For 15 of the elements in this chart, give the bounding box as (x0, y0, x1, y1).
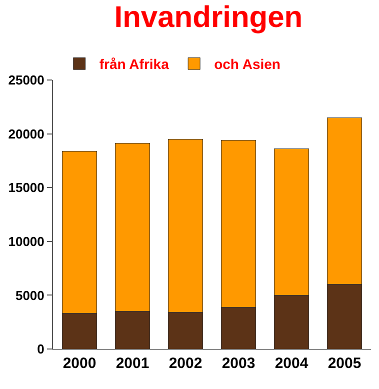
x-tick-label: 2001 (116, 355, 150, 372)
legend-label: från Afrika (99, 56, 170, 72)
x-tick-label: 2005 (328, 355, 362, 372)
x-tick-label: 2003 (222, 355, 256, 372)
x-tick-label: 2000 (62, 355, 96, 372)
y-tick-label: 5000 (15, 288, 44, 303)
chart-title: Invandringen (114, 0, 303, 34)
y-tick-label: 20000 (8, 126, 44, 142)
y-tick-label: 15000 (8, 180, 44, 196)
y-tick-label: 10000 (8, 234, 44, 249)
legend-label: och Asien (214, 56, 280, 72)
y-tick-label: 0 (37, 342, 44, 357)
x-tick-label: 2002 (168, 355, 202, 372)
y-tick-label: 25000 (8, 72, 44, 88)
x-tick-label: 2004 (274, 355, 309, 372)
